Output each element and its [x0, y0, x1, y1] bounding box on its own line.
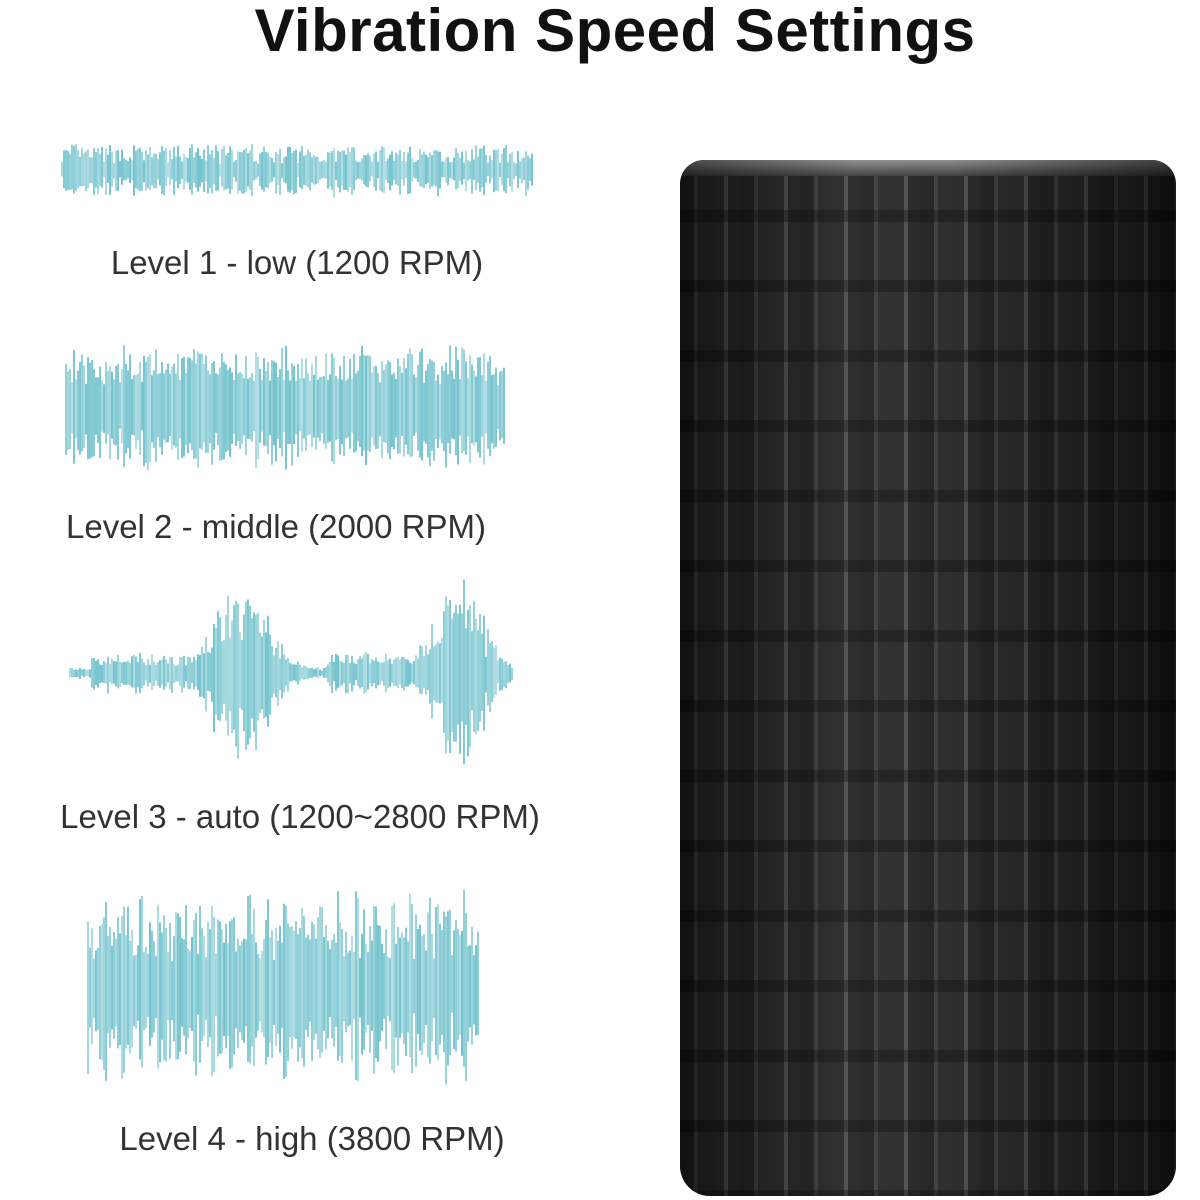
- page-title: Vibration Speed Settings: [254, 0, 976, 64]
- level-4-waveform-icon: [87, 889, 479, 1085]
- foam-roller-image: [680, 160, 1176, 1196]
- level-2-waveform-icon: [65, 345, 505, 470]
- level-1-label: Level 1 - low (1200 RPM): [110, 244, 484, 281]
- level-3-waveform-icon: [69, 579, 513, 765]
- level-3-label: Level 3 - auto (1200~2800 RPM): [60, 798, 540, 835]
- level-2-label: Level 2 - middle (2000 RPM): [65, 508, 487, 545]
- level-1-waveform-icon: [61, 144, 533, 198]
- roller-shading: [680, 160, 1176, 1196]
- level-4-label: Level 4 - high (3800 RPM): [119, 1120, 505, 1157]
